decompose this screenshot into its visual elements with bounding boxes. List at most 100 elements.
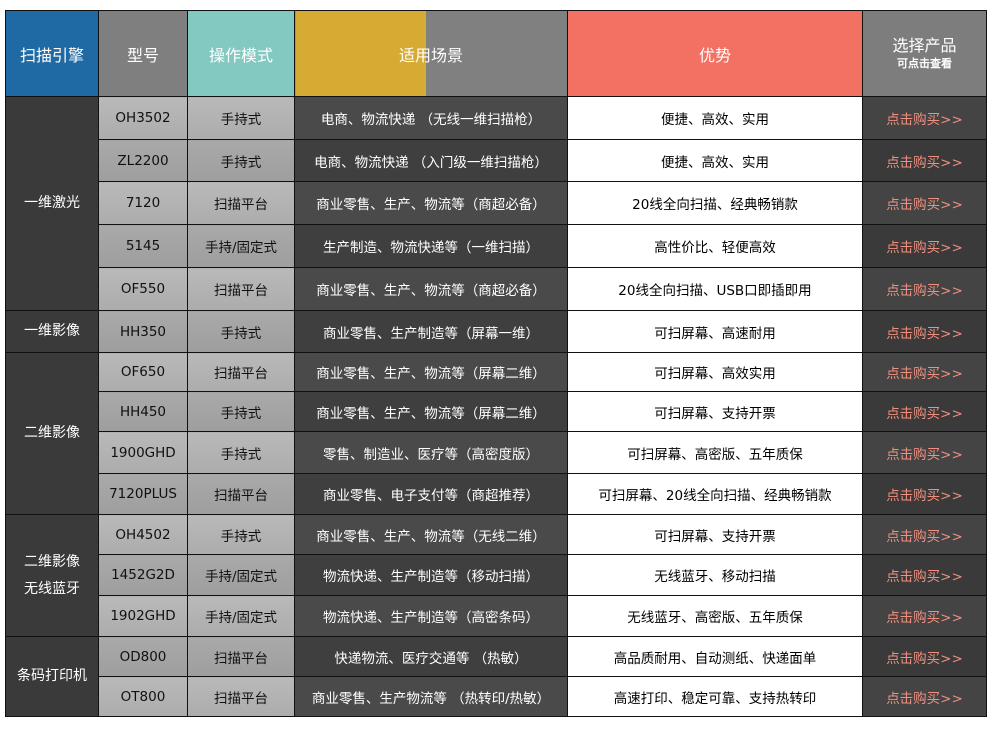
mode-cell: 扫描平台 xyxy=(187,352,295,392)
table-row: ZL2200 手持式 电商、物流快递 （入门级一维扫描枪） 便捷、高效、实用 点击购买>… xyxy=(6,139,987,182)
scene-cell: 电商、物流快递 （入门级一维扫描枪） xyxy=(294,139,568,182)
model-cell: 1902GHD xyxy=(98,595,188,637)
mode-cell: 扫描平台 xyxy=(187,181,295,225)
buy-link[interactable]: 点击购买>> xyxy=(862,431,987,474)
mode-cell: 手持式 xyxy=(187,391,295,432)
mode-cell: 手持/固定式 xyxy=(187,595,295,637)
advantage-cell: 便捷、高效、实用 xyxy=(567,139,863,182)
engine-group-label: 条码打印机 xyxy=(17,668,87,685)
product-comparison-table: 扫描引擎 型号 操作模式 适用场景 优势 选择产品 可点击查看 一维激光 OH35… xyxy=(5,10,987,717)
table-row: 一维影像 HH350 手持式 商业零售、生产制造等（屏幕一维） 可扫屏幕、高速耐用 点击购… xyxy=(5,310,987,353)
mode-cell: 扫描平台 xyxy=(187,267,295,311)
advantage-cell: 便捷、高效、实用 xyxy=(567,96,863,140)
buy-link[interactable]: 点击购买>> xyxy=(862,554,987,596)
advantage-cell: 可扫屏幕、20线全向扫描、经典畅销款 xyxy=(567,473,863,515)
model-cell: OH3502 xyxy=(98,96,188,140)
table-row: 二维影像 OF650 扫描平台 商业零售、生产、物流等（屏幕二维） 可扫屏幕、高效实用点… xyxy=(5,352,987,515)
header-advantage: 优势 xyxy=(567,10,863,97)
engine-group-cell: 二维影像 无线蓝牙 xyxy=(5,514,99,637)
model-cell: OF550 xyxy=(98,267,188,311)
engine-group-label: 无线蓝牙 xyxy=(24,580,80,597)
mode-cell: 扫描平台 xyxy=(187,473,295,515)
buy-link[interactable]: 点击购买>> xyxy=(862,139,987,182)
scene-cell: 零售、制造业、医疗等（高密度版） xyxy=(294,431,568,474)
buy-link[interactable]: 点击购买>> xyxy=(862,224,987,268)
table-row: 7120 扫描平台 商业零售、生产、物流等（商超必备） 20线全向扫描、经典畅销款 点击… xyxy=(6,181,987,225)
scene-cell: 物流快递、生产制造等（高密条码） xyxy=(294,595,568,637)
advantage-cell: 无线蓝牙、移动扫描 xyxy=(567,554,863,596)
scene-cell: 电商、物流快递 （无线一维扫描枪） xyxy=(294,96,568,140)
engine-group-cell: 二维影像 xyxy=(5,352,99,515)
engine-group-label: 二维影像 xyxy=(24,425,80,442)
scene-cell: 商业零售、生产、物流等（屏幕二维） xyxy=(294,391,568,432)
buy-link[interactable]: 点击购买>> xyxy=(862,473,987,515)
header-select-title: 选择产品 xyxy=(892,35,957,55)
mode-cell: 扫描平台 xyxy=(187,636,295,677)
advantage-cell: 可扫屏幕、高速耐用 xyxy=(567,310,863,353)
model-cell: HH350 xyxy=(98,310,188,353)
model-cell: 5145 xyxy=(98,224,188,268)
scene-cell: 商业零售、生产、物流等（商超必备） xyxy=(294,181,568,225)
header-model: 型号 xyxy=(98,10,188,97)
table-row: 条码打印机 OD800 扫描平台 快递物流、医疗交通等 （热敏） 高品质耐用、自动测纸、… xyxy=(5,636,987,717)
mode-cell: 手持式 xyxy=(187,96,295,140)
engine-group-cell: 一维激光 xyxy=(5,96,99,311)
model-cell: HH450 xyxy=(98,391,188,432)
header-row: 扫描引擎 型号 操作模式 适用场景 优势 选择产品 可点击查看 xyxy=(5,10,987,97)
buy-link[interactable]: 点击购买>> xyxy=(862,267,987,311)
model-cell: 7120 xyxy=(98,181,188,225)
table-row: 1902GHD 手持/固定式 物流快递、生产制造等（高密条码） 无线蓝牙、高密版、五年… xyxy=(6,595,987,637)
scene-cell: 商业零售、生产、物流等（商超必备） xyxy=(294,267,568,311)
scene-cell: 物流快递、生产制造等（移动扫描） xyxy=(294,554,568,596)
model-cell: OF650 xyxy=(98,352,188,392)
header-mode: 操作模式 xyxy=(187,10,295,97)
scene-cell: 商业零售、生产、物流等（屏幕二维） xyxy=(294,352,568,392)
buy-link[interactable]: 点击购买>> xyxy=(862,181,987,225)
engine-group-cell: 条码打印机 xyxy=(5,636,99,717)
scene-cell: 快递物流、医疗交通等 （热敏） xyxy=(294,636,568,677)
table-row: OF550 扫描平台 商业零售、生产、物流等（商超必备） 20线全向扫描、USB口即插… xyxy=(6,267,987,311)
mode-cell: 手持式 xyxy=(187,431,295,474)
buy-link[interactable]: 点击购买>> xyxy=(862,636,987,677)
buy-link[interactable]: 点击购买>> xyxy=(862,96,987,140)
advantage-cell: 高速打印、稳定可靠、支持热转印 xyxy=(567,676,863,717)
advantage-cell: 可扫屏幕、支持开票 xyxy=(567,514,863,555)
buy-link[interactable]: 点击购买>> xyxy=(862,514,987,555)
scene-cell: 商业零售、生产制造等（屏幕一维） xyxy=(294,310,568,353)
table-row: 7120PLUS 扫描平台 商业零售、电子支付等（商超推荐） 可扫屏幕、20线全向扫描… xyxy=(6,473,987,515)
scene-cell: 商业零售、生产物流等 （热转印/热敏） xyxy=(294,676,568,717)
model-cell: OD800 xyxy=(98,636,188,677)
mode-cell: 扫描平台 xyxy=(187,676,295,717)
buy-link[interactable]: 点击购买>> xyxy=(862,310,987,353)
engine-group-label: 二维影像 xyxy=(24,553,80,570)
table-row: 一维激光 OH3502 手持式 电商、物流快递 （无线一维扫描枪） 便捷、高效、实用 点击… xyxy=(5,96,987,311)
model-cell: OT800 xyxy=(98,676,188,717)
advantage-cell: 20线全向扫描、经典畅销款 xyxy=(567,181,863,225)
mode-cell: 手持式 xyxy=(187,139,295,182)
header-engine: 扫描引擎 xyxy=(5,10,99,97)
table-row: 1452G2D 手持/固定式 物流快递、生产制造等（移动扫描） 无线蓝牙、移动扫描 点击… xyxy=(6,554,987,596)
scene-cell: 商业零售、电子支付等（商超推荐） xyxy=(294,473,568,515)
table-row: 5145 手持/固定式 生产制造、物流快递等（一维扫描） 高性价比、轻便高效 点击购买>… xyxy=(6,224,987,268)
scene-cell: 生产制造、物流快递等（一维扫描） xyxy=(294,224,568,268)
buy-link[interactable]: 点击购买>> xyxy=(862,595,987,637)
mode-cell: 手持式 xyxy=(187,310,295,353)
buy-link[interactable]: 点击购买>> xyxy=(862,676,987,717)
buy-link[interactable]: 点击购买>> xyxy=(862,352,987,392)
mode-cell: 手持/固定式 xyxy=(187,554,295,596)
model-cell: 1452G2D xyxy=(98,554,188,596)
header-scene: 适用场景 xyxy=(294,10,568,97)
buy-link[interactable]: 点击购买>> xyxy=(862,391,987,432)
scene-cell: 商业零售、生产、物流等（无线二维） xyxy=(294,514,568,555)
model-cell: ZL2200 xyxy=(98,139,188,182)
engine-group-label: 一维影像 xyxy=(24,323,80,340)
mode-cell: 手持/固定式 xyxy=(187,224,295,268)
advantage-cell: 可扫屏幕、高密版、五年质保 xyxy=(567,431,863,474)
table-row: HH450 手持式 商业零售、生产、物流等（屏幕二维） 可扫屏幕、支持开票 点击购买>> xyxy=(6,391,987,432)
advantage-cell: 20线全向扫描、USB口即插即用 xyxy=(567,267,863,311)
advantage-cell: 无线蓝牙、高密版、五年质保 xyxy=(567,595,863,637)
table-body: 一维激光 OH3502 手持式 电商、物流快递 （无线一维扫描枪） 便捷、高效、实用 点击… xyxy=(5,96,987,717)
table-row: 二维影像 无线蓝牙 OH4502 手持式 商业零售、生产、物流等（无线二维） 可扫屏幕、支… xyxy=(5,514,987,637)
table-row: OT800 扫描平台 商业零售、生产物流等 （热转印/热敏） 高速打印、稳定可靠、支持… xyxy=(6,676,987,717)
advantage-cell: 可扫屏幕、高效实用 xyxy=(567,352,863,392)
